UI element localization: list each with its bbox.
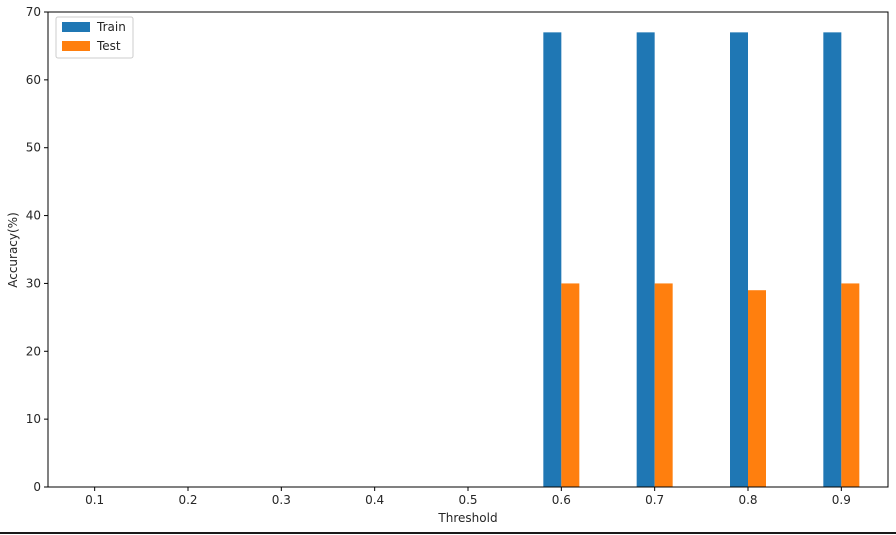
- x-tick-label: 0.3: [272, 493, 291, 507]
- plot-area: 0 10 20 30 40 50 60 70 0.1 0.2 0.3 0.4 0.5 0.6 0.7 0.8…: [26, 5, 889, 507]
- bar-test-0.8: [748, 290, 766, 487]
- x-tick-label: 0.6: [552, 493, 571, 507]
- y-axis-ticks: 0 10 20 30 40 50 60 70: [26, 5, 48, 494]
- x-tick-label: 0.1: [85, 493, 104, 507]
- y-tick-label: 10: [26, 412, 41, 426]
- x-tick-label: 0.8: [738, 493, 757, 507]
- x-tick-label: 0.5: [458, 493, 477, 507]
- y-tick-label: 20: [26, 344, 41, 358]
- x-tick-label: 0.9: [832, 493, 851, 507]
- y-tick-label: 70: [26, 5, 41, 19]
- legend-swatch-train: [62, 22, 90, 32]
- legend-label-test: Test: [96, 39, 121, 53]
- bar-train-0.8: [730, 32, 748, 487]
- window-bottom-edge: [0, 532, 896, 534]
- x-axis-ticks: 0.1 0.2 0.3 0.4 0.5 0.6 0.7 0.8 0.9: [85, 487, 851, 507]
- bar-test-0.7: [654, 283, 673, 487]
- x-axis-label: Threshold: [437, 511, 497, 525]
- bar-train-0.9: [823, 32, 842, 487]
- y-axis-label: Accuracy(%): [6, 212, 20, 288]
- bar-test-0.6: [561, 283, 580, 487]
- y-tick-label: 50: [26, 141, 41, 155]
- bar-train-0.6: [543, 32, 562, 487]
- x-tick-label: 0.7: [645, 493, 664, 507]
- y-tick-label: 40: [26, 209, 41, 223]
- x-tick-label: 0.4: [365, 493, 384, 507]
- y-tick-label: 0: [33, 480, 41, 494]
- bar-train-0.7: [636, 32, 655, 487]
- bars-group: [543, 32, 860, 487]
- bar-test-0.9: [841, 283, 860, 487]
- legend: Train Test: [55, 16, 134, 59]
- legend-label-train: Train: [96, 20, 126, 34]
- y-tick-label: 60: [26, 73, 41, 87]
- legend-swatch-test: [62, 41, 90, 51]
- y-tick-label: 30: [26, 276, 41, 290]
- x-tick-label: 0.2: [178, 493, 197, 507]
